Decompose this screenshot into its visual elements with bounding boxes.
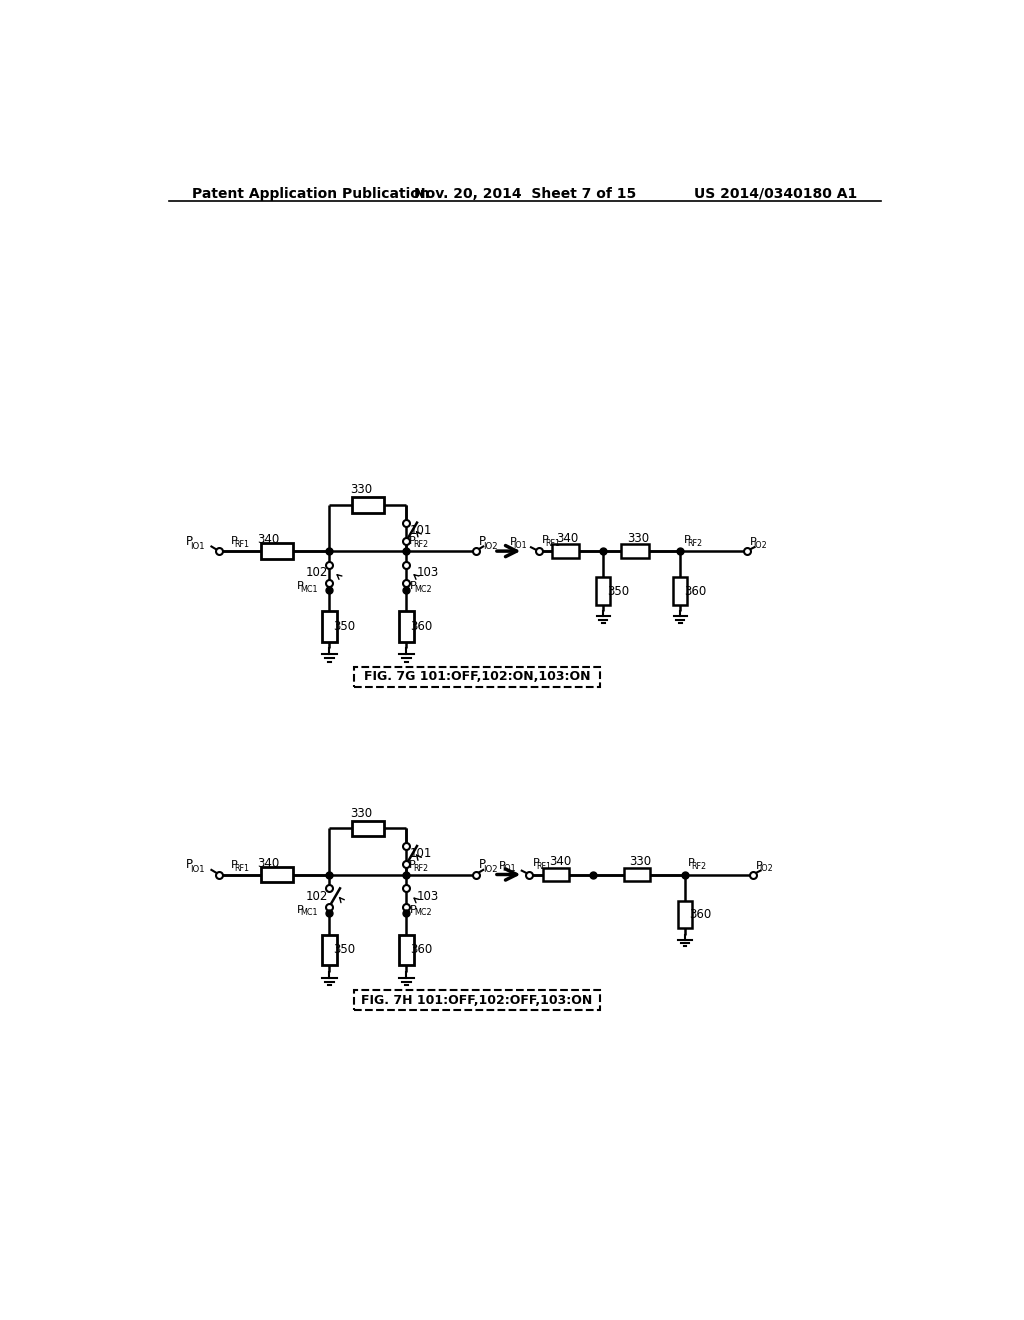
Text: P: P [297,581,304,591]
Text: IO1: IO1 [513,541,526,550]
Text: 102: 102 [306,890,329,903]
Text: 330: 330 [630,855,651,869]
Text: P: P [479,535,486,548]
Text: 330: 330 [628,532,649,545]
Bar [261,867,293,882]
Text: MC1: MC1 [301,908,318,917]
Text: IO2: IO2 [754,541,767,550]
Text: IO2: IO2 [760,865,773,874]
Text: MC2: MC2 [414,585,431,594]
Text: P: P [750,537,757,548]
Text: 340: 340 [258,533,280,546]
Text: RF2: RF2 [413,540,428,549]
Text: US 2014/0340180 A1: US 2014/0340180 A1 [694,187,857,201]
Text: P: P [410,581,417,591]
Text: P: P [499,861,506,871]
Text: P: P [532,858,540,869]
Text: P: P [683,535,690,545]
Text: Patent Application Publication: Patent Application Publication [193,187,430,201]
Text: P: P [230,536,238,546]
Text: P: P [479,858,486,871]
Text: 330: 330 [350,483,373,496]
Bar [552,544,580,558]
Bar [544,867,569,882]
Text: P: P [688,858,695,869]
Text: 102: 102 [306,566,329,579]
Text: RF2: RF2 [687,539,702,548]
Text: RF1: RF1 [546,539,560,548]
Text: P: P [230,859,238,870]
Text: P: P [756,861,763,871]
Bar [322,935,337,965]
Text: IO2: IO2 [483,866,498,874]
Text: 340: 340 [258,857,280,870]
Text: 350: 350 [333,944,355,957]
Text: IO1: IO1 [189,543,205,550]
Bar [621,544,649,558]
Bar [678,900,692,928]
Text: 340: 340 [556,532,579,545]
Text: 330: 330 [350,807,373,820]
Bar [351,498,384,512]
Text: P: P [410,536,416,546]
Text: 360: 360 [689,908,711,921]
Bar [398,935,414,965]
Text: 103: 103 [417,566,439,579]
Text: 350: 350 [607,585,630,598]
Text: P: P [509,537,516,548]
Bar [354,667,600,686]
Text: RF1: RF1 [234,540,250,549]
Text: IO1: IO1 [189,866,205,874]
Text: 101: 101 [410,524,432,537]
Text: FIG. 7H 101:OFF,102:OFF,103:ON: FIG. 7H 101:OFF,102:OFF,103:ON [361,994,593,1007]
Text: IO1: IO1 [503,865,516,874]
Bar [354,990,600,1010]
Text: 360: 360 [410,620,432,634]
Text: P: P [186,535,193,548]
Bar [322,611,337,642]
Text: MC1: MC1 [301,585,318,594]
Text: 340: 340 [550,855,571,869]
Bar [674,577,687,605]
Text: P: P [186,858,193,871]
Bar [596,577,610,605]
Text: RF2: RF2 [692,862,707,871]
Bar [351,821,384,836]
Text: Nov. 20, 2014  Sheet 7 of 15: Nov. 20, 2014 Sheet 7 of 15 [414,187,636,201]
Text: 350: 350 [333,620,355,634]
Text: RF2: RF2 [413,863,428,873]
Text: MC2: MC2 [414,908,431,917]
Text: 101: 101 [410,847,432,861]
Text: P: P [542,535,549,545]
Text: 360: 360 [410,944,432,957]
Bar [398,611,414,642]
Text: P: P [410,904,417,915]
Text: RF1: RF1 [234,863,250,873]
Text: IO2: IO2 [483,543,498,550]
Text: RF1: RF1 [537,862,551,871]
Text: FIG. 7G 101:OFF,102:ON,103:ON: FIG. 7G 101:OFF,102:ON,103:ON [364,671,590,684]
Text: P: P [297,904,304,915]
Text: 360: 360 [684,585,707,598]
Bar [261,544,293,558]
Text: P: P [410,859,416,870]
Text: 103: 103 [417,890,439,903]
Bar [625,867,650,882]
